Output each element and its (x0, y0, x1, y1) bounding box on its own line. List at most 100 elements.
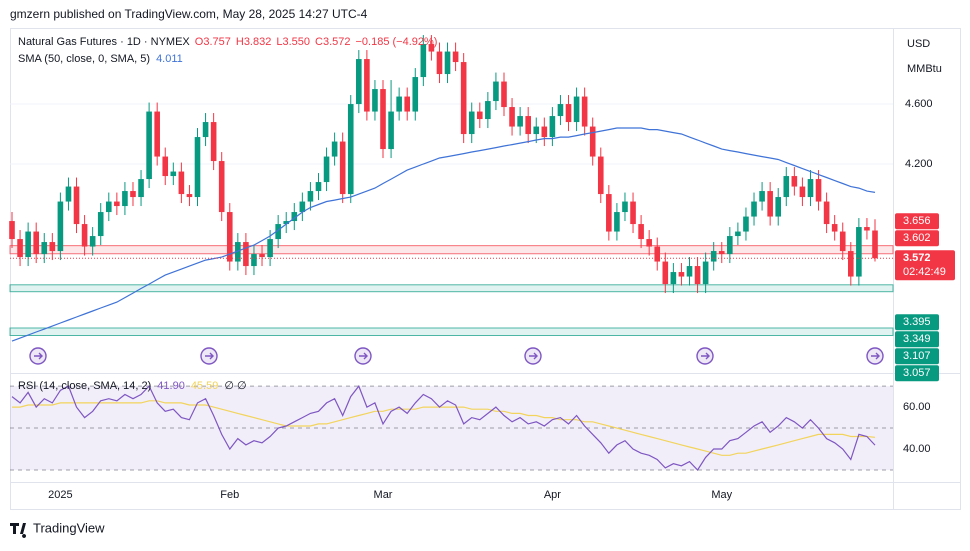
candle-body (493, 81, 499, 102)
candle-body (557, 104, 564, 117)
symbol-name: Natural Gas Futures · 1D · NYMEX (18, 36, 190, 48)
price-label-bg (895, 314, 939, 331)
candle-body (783, 176, 790, 198)
ohlc-value: L3.550 (276, 36, 310, 48)
chart-frame (10, 28, 961, 510)
candle-body (364, 59, 370, 112)
candle-body (81, 224, 88, 247)
candle-body (614, 212, 620, 232)
y-tick-label: 4.600 (905, 98, 933, 110)
candle-body (162, 156, 169, 177)
candle-body (525, 116, 531, 135)
candle-body (638, 224, 644, 240)
candle-body (428, 44, 435, 52)
candle-body (315, 182, 322, 192)
candle-body (735, 231, 741, 237)
candle-body (662, 261, 669, 285)
sma-name: SMA (50, close, 0, SMA, 5) (18, 53, 150, 65)
candle-body (130, 191, 136, 198)
x-tick-label: 2025 (48, 489, 72, 501)
ohlc-value: H3.832 (236, 36, 271, 48)
ohlc-value: C3.572 (315, 36, 350, 48)
candle-body (57, 201, 64, 252)
candle-body (436, 51, 443, 75)
last-price-label: 3.572 (903, 252, 931, 264)
candle-body (686, 266, 693, 277)
candle-body (751, 201, 757, 217)
candle-body (210, 122, 217, 162)
candle-body (573, 96, 580, 123)
candle-body (549, 116, 556, 138)
candle-body (267, 239, 273, 258)
candle-body (105, 201, 112, 213)
candle-body (412, 77, 419, 112)
candle-body (597, 156, 604, 195)
candle-body (299, 201, 306, 213)
candle-body (501, 81, 507, 108)
sma-legend: SMA (50, close, 0, SMA, 5) 4.011 (18, 53, 183, 65)
ohlc-value: O3.757 (195, 36, 231, 48)
candle-body (718, 251, 725, 255)
candle-body (791, 176, 798, 187)
candle-body (589, 126, 596, 157)
candle-body (283, 221, 290, 225)
last-price-bg (895, 250, 955, 281)
candle-body (444, 51, 451, 75)
candle-body (743, 216, 749, 232)
candle-body (251, 254, 257, 267)
candle-body (178, 171, 185, 195)
timeframe-icons (29, 347, 884, 365)
candle-body (468, 111, 475, 135)
price-zone (9, 327, 894, 336)
candle-body (49, 242, 56, 252)
price-label: 3.107 (903, 350, 931, 362)
x-tick-label: Mar (374, 489, 393, 501)
candle-body (485, 101, 491, 120)
candle-body (670, 272, 677, 285)
candle-body (799, 186, 806, 198)
candle-body (380, 89, 386, 150)
price-label: 3.349 (903, 333, 931, 345)
candle-body (702, 261, 709, 285)
candle-body (823, 201, 830, 225)
candle-body (97, 212, 104, 237)
candle-body (396, 96, 402, 112)
price-label-bg (895, 348, 939, 365)
candle-body (727, 236, 733, 255)
candle-body (622, 201, 628, 213)
candle-body (872, 230, 878, 259)
candle-body (41, 242, 48, 255)
candle-body (541, 126, 548, 138)
candle-body (291, 212, 298, 222)
unit-label: USD (907, 38, 930, 50)
candle-body (17, 239, 23, 258)
candle-body (226, 212, 233, 262)
candle-body (759, 191, 765, 202)
price-label-bg (895, 365, 939, 382)
candle-body (122, 191, 128, 207)
price-label: 3.602 (903, 232, 931, 244)
candle-body (654, 246, 661, 262)
candle-body (218, 161, 225, 213)
rsi-value: 41.90 (157, 380, 185, 392)
candle-body (154, 111, 160, 157)
candle-body (452, 51, 459, 63)
candle-body (404, 96, 411, 112)
candle-body (815, 179, 822, 202)
y-tick-label: 4.200 (905, 158, 933, 170)
candle-body (646, 239, 652, 247)
candle-body (775, 197, 782, 217)
rsi-title: RSI (14, close, SMA, 14, 2) (18, 380, 151, 392)
candle-body (186, 194, 193, 198)
candle-body (170, 171, 177, 177)
y-tick-label: 40.00 (903, 443, 931, 455)
tradingview-logo (10, 523, 27, 538)
unit-label: MMBtu (907, 63, 942, 75)
candle-body (581, 96, 588, 127)
rsi-line (11, 384, 876, 471)
candle-body (73, 186, 80, 225)
ohlc-value: −0.185 (−4.92%) (356, 36, 438, 48)
price-label: 3.057 (903, 367, 931, 379)
candle-body (25, 231, 31, 258)
